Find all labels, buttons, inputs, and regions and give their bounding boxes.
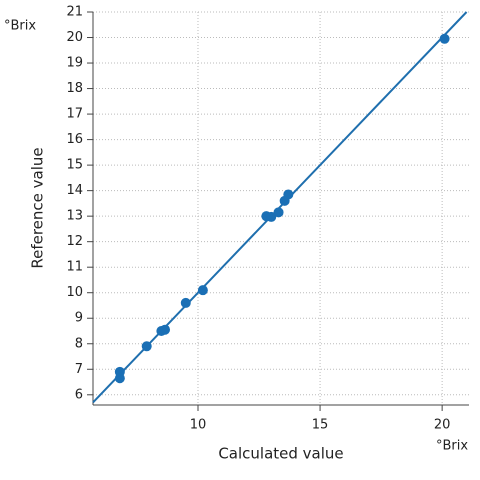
- point: [283, 189, 294, 200]
- y-tick-label: 18: [66, 81, 83, 96]
- x-unit: °Brix: [436, 439, 468, 454]
- y-tick-label: 20: [66, 30, 83, 45]
- x-tick-label: 10: [190, 418, 207, 433]
- y-tick-label: 14: [66, 183, 83, 198]
- y-tick-label: 19: [66, 56, 83, 71]
- point: [180, 297, 191, 308]
- point: [266, 211, 277, 222]
- x-tick-label: 15: [312, 418, 329, 433]
- y-tick-label: 21: [66, 5, 83, 20]
- y-tick-label: 7: [75, 362, 83, 377]
- y-tick-label: 6: [75, 387, 83, 402]
- y-tick-label: 9: [75, 311, 83, 326]
- y-tick-label: 16: [66, 132, 83, 147]
- identity-line: [92, 11, 468, 404]
- y-tick-label: 11: [66, 260, 83, 275]
- point: [160, 324, 171, 335]
- y-axis-title: Reference value: [29, 147, 47, 268]
- y-tick-label: 15: [66, 158, 83, 173]
- y-tick-label: 17: [66, 107, 83, 122]
- x-axis-title: Calculated value: [218, 445, 343, 463]
- y-tick-label: 8: [75, 336, 83, 351]
- y-tick-label: 10: [66, 285, 83, 300]
- point: [141, 341, 152, 352]
- x-tick-label: 20: [434, 418, 451, 433]
- point: [273, 207, 284, 218]
- y-tick-label: 13: [66, 209, 83, 224]
- point: [197, 285, 208, 296]
- y-unit: °Brix: [4, 19, 36, 34]
- y-tick-label: 12: [66, 234, 83, 249]
- point: [114, 366, 125, 377]
- point: [439, 33, 450, 44]
